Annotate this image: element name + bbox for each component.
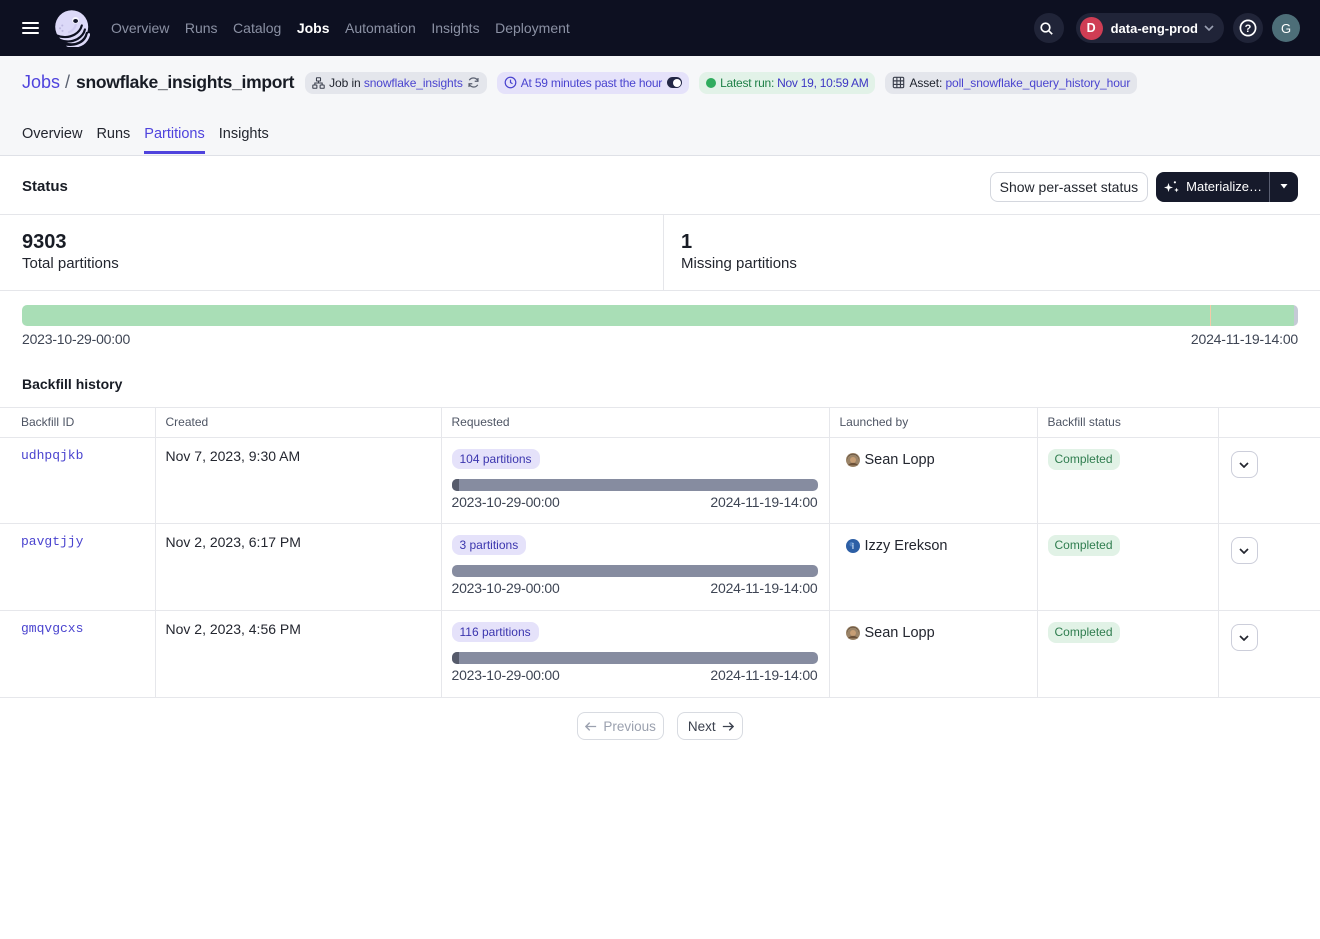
svg-text:i: i bbox=[851, 542, 853, 551]
svg-text:?: ? bbox=[1245, 23, 1252, 35]
